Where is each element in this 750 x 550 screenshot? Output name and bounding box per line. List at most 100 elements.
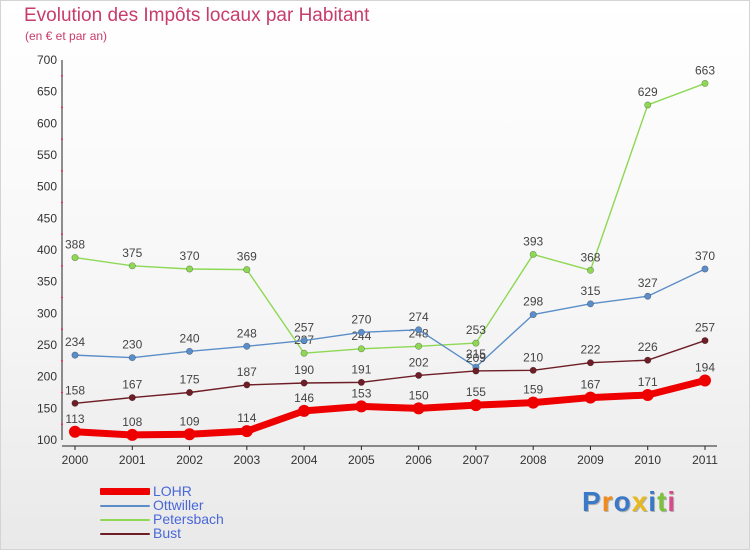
data-point-lohr — [183, 428, 196, 441]
data-point-ottwiller — [415, 326, 423, 334]
x-tick-label: 2011 — [692, 453, 718, 467]
data-label-petersbach: 388 — [65, 238, 85, 252]
x-tick-label: 2001 — [119, 453, 146, 467]
y-tick-label: 550 — [37, 148, 57, 162]
data-label-lohr: 159 — [523, 383, 543, 397]
y-tick-label: 650 — [37, 85, 57, 99]
y-minor-tick — [61, 391, 63, 394]
data-label-lohr: 167 — [580, 378, 600, 392]
data-point-petersbach — [644, 101, 652, 109]
y-tick-label: 350 — [37, 275, 57, 289]
data-label-ottwiller: 370 — [695, 249, 715, 263]
x-tick-label: 2005 — [348, 453, 375, 467]
chart-subtitle: (en € et par an) — [25, 29, 108, 43]
y-minor-tick — [61, 423, 63, 426]
data-point-petersbach — [128, 262, 136, 270]
y-tick-label: 300 — [37, 306, 57, 320]
data-label-bust: 210 — [523, 350, 543, 364]
data-point-petersbach — [472, 339, 480, 347]
data-point-lohr — [355, 400, 368, 413]
y-minor-tick — [61, 233, 63, 236]
y-tick-label: 400 — [37, 243, 57, 257]
legend-swatch — [100, 488, 150, 495]
y-tick-label: 450 — [37, 211, 57, 225]
data-label-petersbach: 393 — [523, 234, 543, 248]
data-label-ottwiller: 257 — [294, 321, 314, 335]
data-label-petersbach: 253 — [466, 323, 486, 337]
data-point-lohr — [69, 425, 81, 438]
data-label-bust: 257 — [695, 321, 715, 335]
x-tick-label: 2010 — [634, 453, 661, 467]
data-point-bust — [128, 394, 136, 402]
data-point-petersbach — [415, 342, 423, 350]
data-point-ottwiller — [300, 337, 308, 345]
y-minor-tick — [61, 138, 63, 141]
logo-letter: i — [648, 486, 658, 517]
series-line-lohr — [71, 376, 709, 439]
x-tick-label: 2007 — [463, 453, 490, 467]
data-point-ottwiller — [529, 311, 537, 319]
y-minor-tick — [61, 328, 63, 331]
data-point-bust — [357, 378, 365, 386]
data-label-petersbach: 375 — [122, 246, 142, 260]
data-point-ottwiller — [71, 351, 79, 359]
data-point-petersbach — [357, 345, 365, 353]
data-point-ottwiller — [186, 347, 194, 355]
logo-letter: P — [582, 486, 602, 517]
data-label-petersbach: 369 — [237, 250, 257, 264]
data-label-ottwiller: 270 — [351, 312, 371, 326]
data-label-ottwiller: 240 — [180, 331, 200, 345]
y-tick-label: 500 — [37, 180, 57, 194]
y-minor-tick — [61, 106, 63, 109]
data-point-petersbach — [71, 254, 79, 262]
data-label-ottwiller: 248 — [237, 326, 257, 340]
y-tick-label: 150 — [37, 401, 57, 415]
proxiti-logo: Proxiti — [582, 486, 676, 518]
data-label-petersbach: 629 — [638, 85, 658, 99]
data-point-petersbach — [586, 266, 594, 274]
data-point-bust — [71, 399, 79, 407]
data-point-petersbach — [186, 265, 194, 273]
y-tick-label: 700 — [37, 53, 57, 67]
x-tick-label: 2006 — [405, 453, 432, 467]
data-point-bust — [529, 366, 537, 374]
y-tick-label: 100 — [37, 433, 57, 447]
data-point-ottwiller — [128, 354, 136, 362]
data-label-bust: 190 — [294, 363, 314, 377]
legend-swatch — [100, 519, 150, 521]
data-point-lohr — [527, 396, 540, 409]
logo-letter: i — [667, 486, 677, 517]
y-tick-label: 250 — [37, 338, 57, 352]
chart-title: Evolution des Impôts locaux par Habitant — [24, 5, 370, 26]
data-point-petersbach — [701, 79, 709, 87]
data-label-lohr: 171 — [638, 375, 658, 389]
data-point-lohr — [298, 404, 311, 417]
y-tick-label: 200 — [37, 370, 57, 384]
data-label-lohr: 146 — [294, 391, 314, 405]
data-point-petersbach — [529, 250, 537, 258]
data-point-lohr — [584, 391, 597, 404]
data-point-bust — [644, 356, 652, 364]
data-point-petersbach — [243, 266, 251, 274]
data-point-lohr — [240, 425, 253, 438]
x-tick-label: 2009 — [577, 453, 604, 467]
data-point-bust — [300, 379, 308, 387]
data-label-ottwiller: 234 — [65, 335, 85, 349]
data-label-lohr: 108 — [122, 415, 142, 429]
data-label-lohr: 153 — [351, 386, 371, 400]
data-label-lohr: 113 — [65, 412, 84, 426]
y-tick-label: 600 — [37, 116, 57, 130]
legend-label: Petersbach — [153, 511, 224, 527]
data-label-bust: 209 — [466, 351, 486, 365]
data-label-ottwiller: 315 — [580, 284, 600, 298]
data-label-ottwiller: 230 — [122, 338, 142, 352]
data-point-petersbach — [300, 349, 308, 357]
data-label-lohr: 155 — [466, 385, 486, 399]
data-label-bust: 187 — [237, 365, 257, 379]
data-label-ottwiller: 327 — [638, 276, 658, 290]
series-line-bust — [74, 339, 706, 404]
x-tick-label: 2004 — [291, 453, 318, 467]
data-point-ottwiller — [586, 300, 594, 308]
data-point-ottwiller — [243, 342, 251, 350]
